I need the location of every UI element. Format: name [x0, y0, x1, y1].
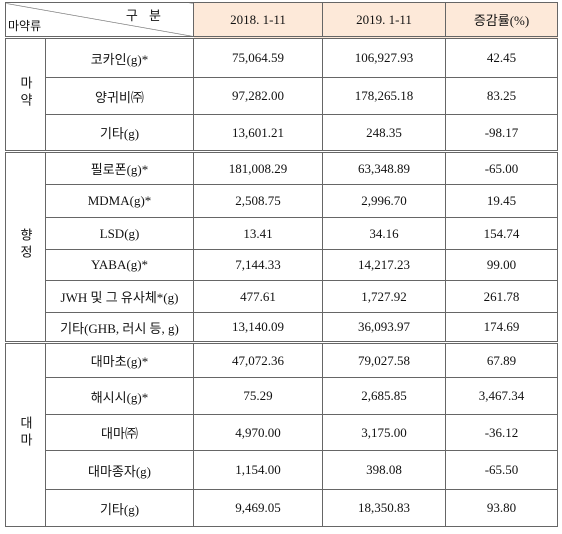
corner-top: 구 분	[125, 8, 165, 23]
table-row: 해시시(g)* 75.29 2,685.85 3,467.34	[6, 377, 558, 415]
value-cell: 178,265.18	[322, 77, 446, 115]
item-cell: 해시시(g)*	[45, 377, 194, 415]
value-cell: 13,601.21	[193, 114, 323, 153]
table-row: 마약 코카인(g)* 75,064.59 106,927.93 42.45	[5, 37, 558, 153]
item-cell: 대마종자(g)	[45, 450, 194, 490]
value-cell: 18,350.83	[322, 489, 446, 527]
value-cell: 34.16	[322, 217, 446, 250]
value-cell: 2,996.70	[322, 184, 446, 218]
item-cell: 기타(g)	[45, 114, 194, 153]
value-cell: 79,027.58	[322, 342, 446, 378]
item-cell: 기타(GHB, 러시 등, g)	[45, 312, 194, 344]
group-label: 향정	[18, 228, 33, 262]
item-cell: 필로폰(g)*	[45, 151, 194, 185]
table-row: 대마㈜ 4,970.00 3,175.00 -36.12	[6, 414, 558, 451]
value-cell: 398.08	[322, 450, 446, 490]
item-cell: 기타(g)	[45, 489, 194, 527]
value-cell: 3,175.00	[322, 414, 446, 451]
column-header: 증감률(%)	[445, 2, 558, 39]
item-cell: JWH 및 그 유사체*(g)	[45, 280, 194, 313]
table-row: 대마종자(g) 1,154.00 398.08 -65.50	[6, 450, 558, 490]
table-row: 기타(g) 13,601.21 248.35 -98.17	[6, 114, 558, 153]
item-cell: LSD(g)	[45, 217, 194, 250]
value-cell: 99.00	[445, 249, 558, 281]
value-cell: 14,217.23	[322, 249, 446, 281]
value-cell: 154.74	[445, 217, 558, 250]
value-cell: 2,508.75	[193, 184, 323, 218]
table-row: 향정 필로폰(g)* 181,008.29 63,348.89 -65.00	[5, 151, 558, 344]
value-cell: 2,685.85	[322, 377, 446, 415]
item-cell: 양귀비㈜	[45, 77, 194, 115]
value-cell: 261.78	[445, 280, 558, 313]
value-cell: 13.41	[193, 217, 323, 250]
value-cell: 97,282.00	[193, 77, 323, 115]
group-cell: 향정	[5, 151, 46, 344]
drug-table: 구 분 마약류 2018. 1-11 2019. 1-11 증감률(%) 마약 코…	[5, 2, 558, 527]
value-cell: 181,008.29	[193, 151, 323, 185]
value-cell: 19.45	[445, 184, 558, 218]
column-header: 2019. 1-11	[322, 2, 446, 39]
value-cell: 7,144.33	[193, 249, 323, 281]
item-cell: 코카인(g)*	[45, 37, 194, 78]
corner-cell: 구 분 마약류	[5, 2, 194, 39]
value-cell: 13,140.09	[193, 312, 323, 344]
column-header: 2018. 1-11	[193, 2, 323, 39]
table-row: 대마 대마초(g)* 47,072.36 79,027.58 67.89	[5, 342, 558, 527]
value-cell: -65.00	[445, 151, 558, 185]
item-cell: MDMA(g)*	[45, 184, 194, 218]
corner-bottom: 마약류	[8, 19, 42, 33]
value-cell: 9,469.05	[193, 489, 323, 527]
group-label: 마약	[18, 75, 33, 110]
value-cell: 67.89	[445, 342, 558, 378]
value-cell: -98.17	[445, 114, 558, 153]
value-cell: -36.12	[445, 414, 558, 451]
value-cell: 75.29	[193, 377, 323, 415]
value-cell: 36,093.97	[322, 312, 446, 344]
value-cell: 75,064.59	[193, 37, 323, 78]
value-cell: 4,970.00	[193, 414, 323, 451]
table-row: 기타(GHB, 러시 등, g) 13,140.09 36,093.97 174.69	[6, 312, 558, 344]
item-cell: 대마㈜	[45, 414, 194, 451]
value-cell: 1,154.00	[193, 450, 323, 490]
value-cell: 106,927.93	[322, 37, 446, 78]
value-cell: 477.61	[193, 280, 323, 313]
table-row: 기타(g) 9,469.05 18,350.83 93.80	[6, 489, 558, 527]
value-cell: 47,072.36	[193, 342, 323, 378]
table-row: LSD(g) 13.41 34.16 154.74	[6, 217, 558, 250]
value-cell: 42.45	[445, 37, 558, 78]
table-row: YABA(g)* 7,144.33 14,217.23 99.00	[6, 249, 558, 281]
value-cell: 248.35	[322, 114, 446, 153]
value-cell: 63,348.89	[322, 151, 446, 185]
group-cell: 마약	[5, 37, 46, 153]
value-cell: -65.50	[445, 450, 558, 490]
table-body: 구 분 마약류 2018. 1-11 2019. 1-11 증감률(%) 마약 코…	[5, 2, 558, 527]
value-cell: 3,467.34	[445, 377, 558, 415]
header-row: 구 분 마약류 2018. 1-11 2019. 1-11 증감률(%)	[5, 2, 558, 39]
table-row: MDMA(g)* 2,508.75 2,996.70 19.45	[6, 184, 558, 218]
table-row: JWH 및 그 유사체*(g) 477.61 1,727.92 261.78	[6, 280, 558, 313]
group-label: 대마	[18, 416, 33, 450]
item-cell: 대마초(g)*	[45, 342, 194, 378]
value-cell: 1,727.92	[322, 280, 446, 313]
item-cell: YABA(g)*	[45, 249, 194, 281]
value-cell: 174.69	[445, 312, 558, 344]
value-cell: 83.25	[445, 77, 558, 115]
table-row: 양귀비㈜ 97,282.00 178,265.18 83.25	[6, 77, 558, 115]
group-cell: 대마	[5, 342, 46, 527]
value-cell: 93.80	[445, 489, 558, 527]
